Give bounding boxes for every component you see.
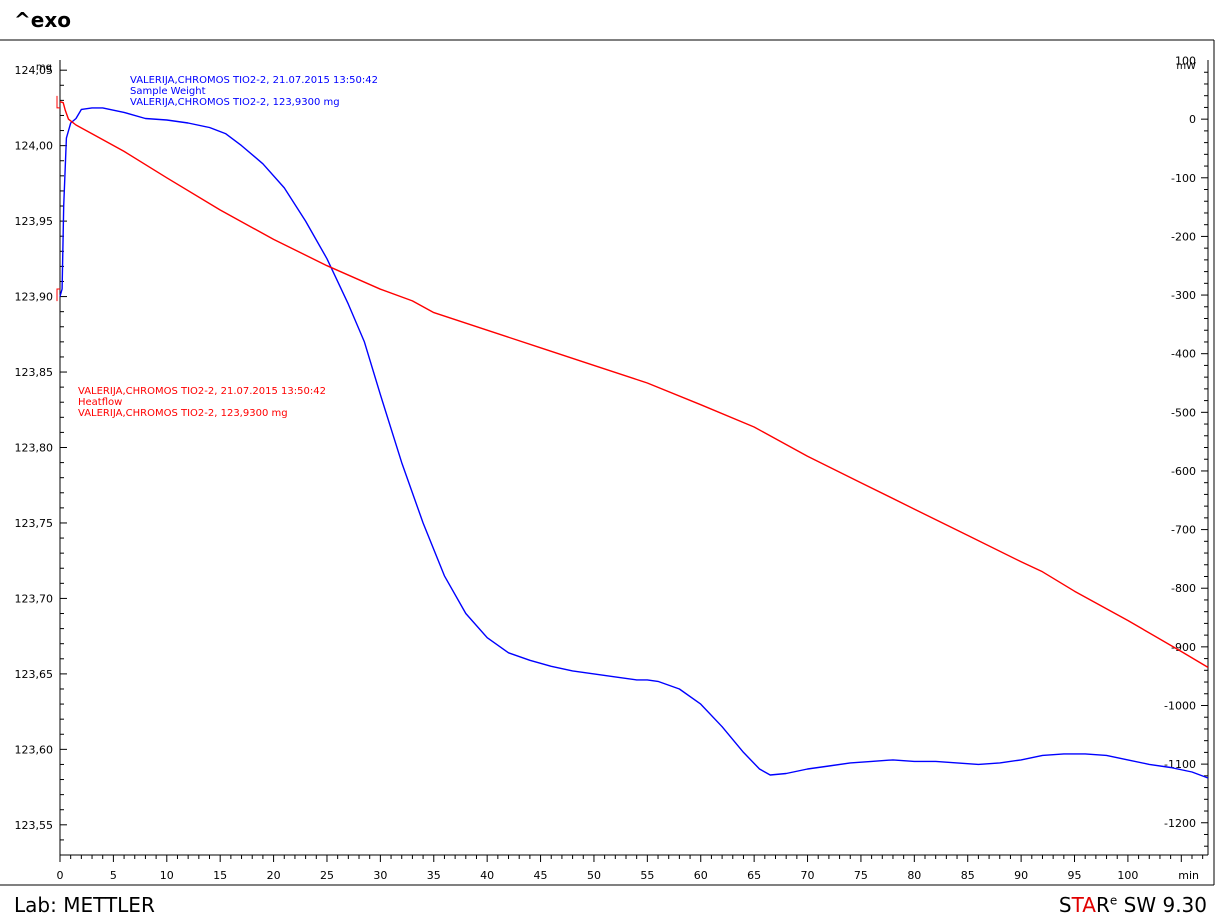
right-tick-label: -100 (1171, 172, 1196, 185)
x-tick-label: 10 (160, 869, 174, 882)
brand-r: R (1095, 893, 1110, 917)
sample-weight-label-line: VALERIJA,CHROMOS TIO2-2, 123,9300 mg (130, 97, 340, 108)
brand-version: SW 9.30 (1117, 893, 1207, 917)
x-tick-label: 55 (640, 869, 654, 882)
x-tick-label: 85 (961, 869, 975, 882)
right-tick-label: -400 (1171, 348, 1196, 361)
brand-ta: TA (1071, 893, 1096, 917)
left-tick-label: 123,95 (15, 215, 54, 228)
x-tick-label: 60 (694, 869, 708, 882)
heatflow-label-line: VALERIJA,CHROMOS TIO2-2, 21.07.2015 13:5… (78, 386, 326, 397)
x-tick-label: 65 (747, 869, 761, 882)
left-tick-label: 124,05 (15, 64, 54, 77)
right-tick-label: 100 (1175, 55, 1196, 68)
left-tick-label: 123,80 (15, 442, 54, 455)
right-tick-label: -900 (1171, 641, 1196, 654)
x-tick-label: 90 (1014, 869, 1028, 882)
sample-weight-label-line: Sample Weight (130, 86, 206, 97)
heatflow-label-line: Heatflow (78, 397, 122, 408)
sample-weight-curve (59, 107, 1209, 779)
left-tick-label: 123,90 (15, 291, 54, 304)
x-tick-label: 100 (1117, 869, 1138, 882)
right-tick-label: -1200 (1164, 817, 1196, 830)
right-tick-label: -1000 (1164, 699, 1196, 712)
right-tick-label: -700 (1171, 524, 1196, 537)
series-labels: VALERIJA,CHROMOS TIO2-2, 21.07.2015 13:5… (78, 75, 378, 419)
left-tick-label: 123,75 (15, 517, 54, 530)
right-tick-label: 0 (1189, 113, 1196, 126)
exo-direction-label: ^exo (14, 8, 71, 32)
x-axis: 0 5 10 15 20 25 30 35 40 45 50 55 60 65 70 75 80 85 90 95 10… (57, 855, 1204, 882)
left-axis-unit: mg (36, 62, 52, 73)
x-tick-label: 35 (427, 869, 441, 882)
brand-s: S (1058, 893, 1072, 917)
x-tick-label: 40 (480, 869, 494, 882)
start-marker-bottom (56, 288, 60, 302)
left-tick-label: 123,85 (15, 366, 54, 379)
right-tick-label: -300 (1171, 289, 1196, 302)
sample-weight-label-line: VALERIJA,CHROMOS TIO2-2, 21.07.2015 13:5… (130, 75, 378, 86)
x-axis-unit: min (1178, 869, 1199, 882)
x-tick-label: 50 (587, 869, 601, 882)
x-tick-label: 5 (110, 869, 117, 882)
software-version-label: STARe SW 9.30 (1059, 893, 1207, 917)
left-tick-label: 123,55 (15, 819, 54, 832)
right-tick-label: -600 (1171, 465, 1196, 478)
series-layer (56, 95, 1209, 779)
x-tick-label: 20 (267, 869, 281, 882)
x-tick-label: 25 (320, 869, 334, 882)
x-tick-label: 30 (373, 869, 387, 882)
x-tick-label: 45 (534, 869, 548, 882)
left-tick-label: 123,65 (15, 668, 54, 681)
right-tick-label: -800 (1171, 582, 1196, 595)
right-tick-label: -500 (1171, 406, 1196, 419)
heatflow-curve (59, 100, 1209, 669)
right-tick-label: -200 (1171, 230, 1196, 243)
chart-frame (0, 39, 1215, 886)
x-tick-label: 70 (801, 869, 815, 882)
brand-superscript: e (1109, 893, 1118, 908)
x-tick-label: 95 (1068, 869, 1082, 882)
x-tick-label: 80 (907, 869, 921, 882)
start-marker-top (56, 95, 60, 109)
x-tick-label: 75 (854, 869, 868, 882)
right-axis-unit: mW (1176, 61, 1196, 72)
left-tick-label: 123,70 (15, 592, 54, 605)
left-tick-label: 123,60 (15, 743, 54, 756)
x-tick-label: 0 (57, 869, 64, 882)
x-tick-label: 15 (213, 869, 227, 882)
lab-label: Lab: METTLER (14, 893, 155, 917)
left-tick-label: 124,00 (15, 140, 54, 153)
heatflow-label-line: VALERIJA,CHROMOS TIO2-2, 123,9300 mg (78, 408, 288, 419)
